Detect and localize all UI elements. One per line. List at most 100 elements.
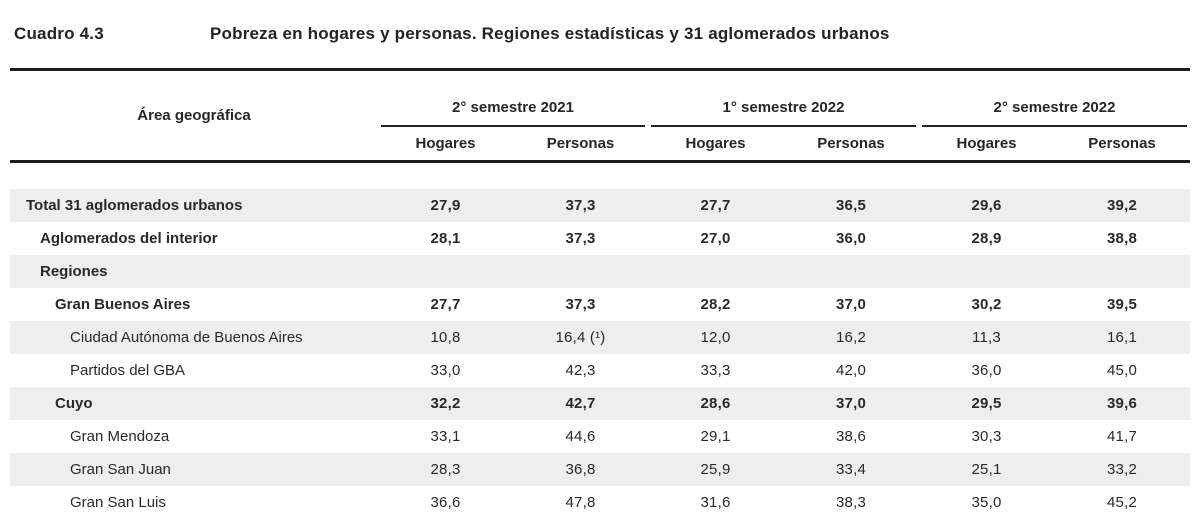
column-header-personas: Personas [1054, 127, 1190, 163]
cell-value: 29,6 [971, 197, 1002, 214]
cell-value: 11,3 [972, 329, 1001, 346]
cell-value: 30,2 [971, 296, 1002, 313]
cell-value: 36,5 [836, 197, 866, 214]
cell-value: 37,3 [565, 197, 596, 214]
row-label: Aglomerados del interior [40, 230, 218, 247]
poverty-table: Área geográfica 2° semestre 2021 1° seme… [10, 71, 1190, 519]
row-label: Cuyo [55, 395, 93, 412]
cell-value: 39,6 [1107, 395, 1137, 412]
cell-value: 37,0 [836, 395, 866, 412]
cell-value: 42,7 [565, 395, 596, 412]
cell-value: 27,9 [430, 197, 461, 214]
table-row: Total 31 aglomerados urbanos 27,9 37,3 2… [10, 189, 1190, 222]
cell-value: 33,1 [430, 428, 461, 445]
cell-value: 16,2 [836, 329, 866, 346]
page-title: Pobreza en hogares y personas. Regiones … [210, 24, 890, 43]
table-body: Total 31 aglomerados urbanos 27,9 37,3 2… [10, 161, 1190, 520]
cell-value: 25,9 [700, 461, 731, 478]
cell-value: 28,2 [700, 296, 731, 313]
column-header-hogares: Hogares [378, 127, 513, 163]
cell-value: 36,6 [430, 494, 461, 511]
cell-value: 42,0 [836, 362, 866, 379]
table-row: Aglomerados del interior 28,1 37,3 27,0 … [10, 222, 1190, 255]
header-gap [10, 161, 1190, 189]
column-header-personas: Personas [783, 127, 919, 163]
cell-value: 47,8 [565, 494, 596, 511]
cell-value: 38,3 [836, 494, 866, 511]
cell-value: 12,0 [700, 329, 731, 346]
cell-value: 36,0 [971, 362, 1002, 379]
cell-value: 37,0 [836, 296, 866, 313]
cell-value: 45,2 [1107, 494, 1137, 511]
table-row: Cuyo 32,2 42,7 28,6 37,0 29,5 39,6 [10, 387, 1190, 420]
cell-value: 33,0 [430, 362, 461, 379]
cell-value: 39,2 [1107, 197, 1137, 214]
cell-value: 39,5 [1107, 296, 1137, 313]
row-label: Regiones [40, 263, 108, 280]
column-group-sem2-2022: 2° semestre 2022 [919, 71, 1190, 127]
table-row: Ciudad Autónoma de Buenos Aires 10,8 16,… [10, 321, 1190, 354]
cell-value: 45,0 [1107, 362, 1137, 379]
cell-value: 27,0 [700, 230, 731, 247]
cell-value: 16,1 [1107, 329, 1137, 346]
row-label: Partidos del GBA [70, 362, 186, 379]
table-row: Gran San Juan 28,3 36,8 25,9 33,4 25,1 3… [10, 453, 1190, 486]
row-label: Ciudad Autónoma de Buenos Aires [70, 329, 303, 346]
cell-value: 28,6 [700, 395, 731, 412]
table-header: Área geográfica 2° semestre 2021 1° seme… [10, 71, 1190, 163]
row-label: Total 31 aglomerados urbanos [26, 197, 243, 214]
cell-value: 27,7 [700, 197, 731, 214]
column-group-sem1-2022: 1° semestre 2022 [648, 71, 919, 127]
cell-value: 33,2 [1107, 461, 1137, 478]
cell-value [919, 255, 1054, 288]
row-label: Gran Buenos Aires [55, 296, 191, 313]
cell-value: 37,3 [565, 296, 596, 313]
cell-value: 25,1 [971, 461, 1002, 478]
row-label: Gran San Juan [70, 461, 171, 478]
cell-value [783, 255, 919, 288]
cell-value: 41,7 [1107, 428, 1137, 445]
cell-value: 35,0 [971, 494, 1002, 511]
cell-value [378, 255, 513, 288]
cell-value [513, 255, 648, 288]
column-header-personas: Personas [513, 127, 648, 163]
cell-value: 28,9 [971, 230, 1002, 247]
cell-value: 44,6 [565, 428, 596, 445]
cell-value: 37,3 [565, 230, 596, 247]
cell-value: 31,6 [700, 494, 731, 511]
column-group-sem2-2021: 2° semestre 2021 [378, 71, 648, 127]
cell-value: 30,3 [971, 428, 1002, 445]
cell-value: 10,8 [430, 329, 461, 346]
cell-value: 36,8 [565, 461, 596, 478]
cell-value: 16,4 (¹) [555, 329, 606, 346]
column-group-label: 2° semestre 2021 [381, 85, 645, 127]
cell-value [1054, 255, 1190, 288]
table-row: Regiones [10, 255, 1190, 288]
cell-value: 32,2 [430, 395, 461, 412]
row-label: Gran San Luis [70, 494, 166, 511]
cell-value: 36,0 [836, 230, 866, 247]
cell-value: 27,7 [430, 296, 461, 313]
column-header-hogares: Hogares [919, 127, 1054, 163]
cell-value: 38,6 [836, 428, 866, 445]
cuadro-number: Cuadro 4.3 [14, 24, 104, 43]
cell-value: 29,5 [971, 395, 1002, 412]
column-group-label: 1° semestre 2022 [651, 85, 916, 127]
table-row: Gran Buenos Aires 27,7 37,3 28,2 37,0 30… [10, 288, 1190, 321]
column-header-area: Área geográfica [10, 71, 378, 163]
cell-value: 33,4 [836, 461, 866, 478]
top-rule [10, 68, 1190, 71]
cell-value: 33,3 [700, 362, 731, 379]
cell-value: 42,3 [565, 362, 596, 379]
table-row: Gran Mendoza 33,1 44,6 29,1 38,6 30,3 41… [10, 420, 1190, 453]
cell-value: 28,3 [430, 461, 461, 478]
cell-value: 38,8 [1107, 230, 1137, 247]
cell-value: 29,1 [700, 428, 731, 445]
table-row: Partidos del GBA 33,0 42,3 33,3 42,0 36,… [10, 354, 1190, 387]
column-header-hogares: Hogares [648, 127, 783, 163]
cell-value [648, 255, 783, 288]
cell-value: 28,1 [430, 230, 461, 247]
table-caption: Cuadro 4.3 Pobreza en hogares y personas… [10, 0, 1190, 46]
row-label: Gran Mendoza [70, 428, 170, 445]
